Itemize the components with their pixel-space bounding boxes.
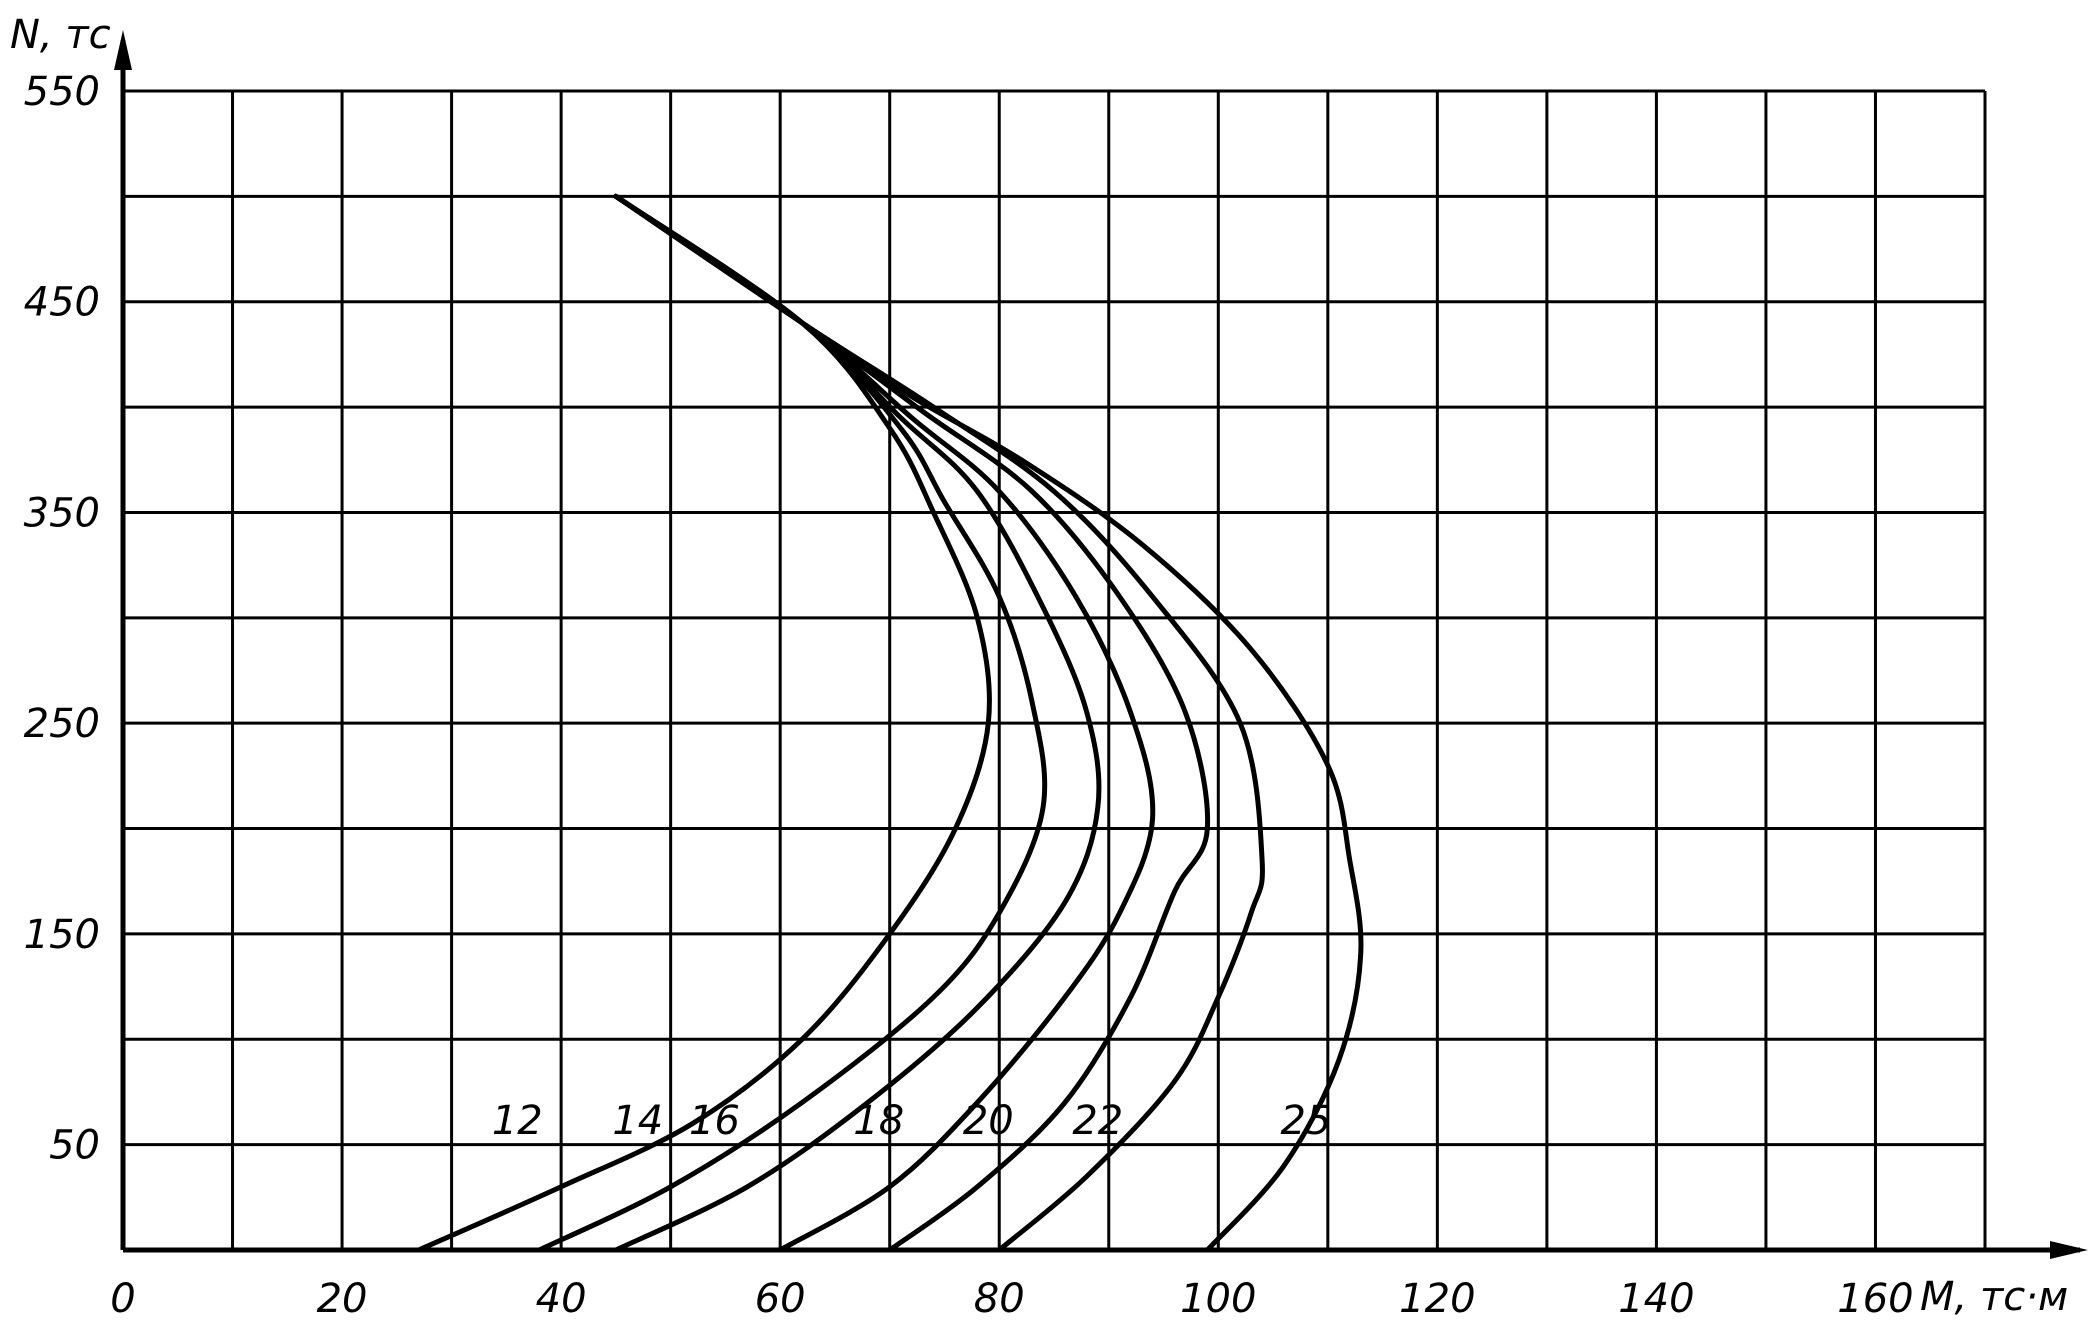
x-tick-label: 60 [755,1276,806,1322]
series-line-12 [416,193,992,1253]
x-tick-label: 160 [1837,1276,1913,1322]
series-label-22: 22 [1072,1098,1123,1144]
series-labels: 12 14 16 18 20 22 25 [492,1098,1332,1144]
x-axis-arrow [2050,1241,2088,1259]
y-axis-label: N, тс [10,12,111,58]
x-tick-label: 40 [536,1276,587,1322]
y-tick-label: 150 [24,912,100,958]
series-label-12: 12 [492,1098,543,1144]
x-tick-label: 120 [1399,1276,1475,1322]
x-tick-label: 20 [317,1276,368,1322]
series-label-16: 16 [689,1098,740,1144]
y-tick-label: 250 [24,701,100,747]
series-label-25: 25 [1280,1098,1331,1144]
series-group [416,193,1364,1253]
series-label-18: 18 [853,1098,904,1144]
series-label-20: 20 [963,1098,1014,1144]
x-tick-label: 140 [1618,1276,1694,1322]
tick-labels: 0 20 40 60 80 100 120 140 160 50 150 250 350 450 550 [24,69,1914,1322]
grid [123,89,1987,1250]
x-tick-label: 0 [110,1276,135,1322]
y-tick-label: 550 [24,69,100,115]
series-line-18 [613,193,1156,1253]
y-tick-label: 350 [24,490,100,536]
axes [114,30,2088,1259]
series-line-25 [613,193,1364,1253]
x-tick-label: 100 [1180,1276,1256,1322]
series-line-16 [613,193,1102,1253]
y-axis-arrow [114,30,132,70]
x-tick-label: 80 [974,1276,1025,1322]
y-tick-label: 50 [49,1123,100,1169]
y-tick-label: 450 [24,280,100,326]
series-label-14: 14 [612,1098,663,1144]
x-axis-label: M, тс·м [1920,1274,2068,1320]
